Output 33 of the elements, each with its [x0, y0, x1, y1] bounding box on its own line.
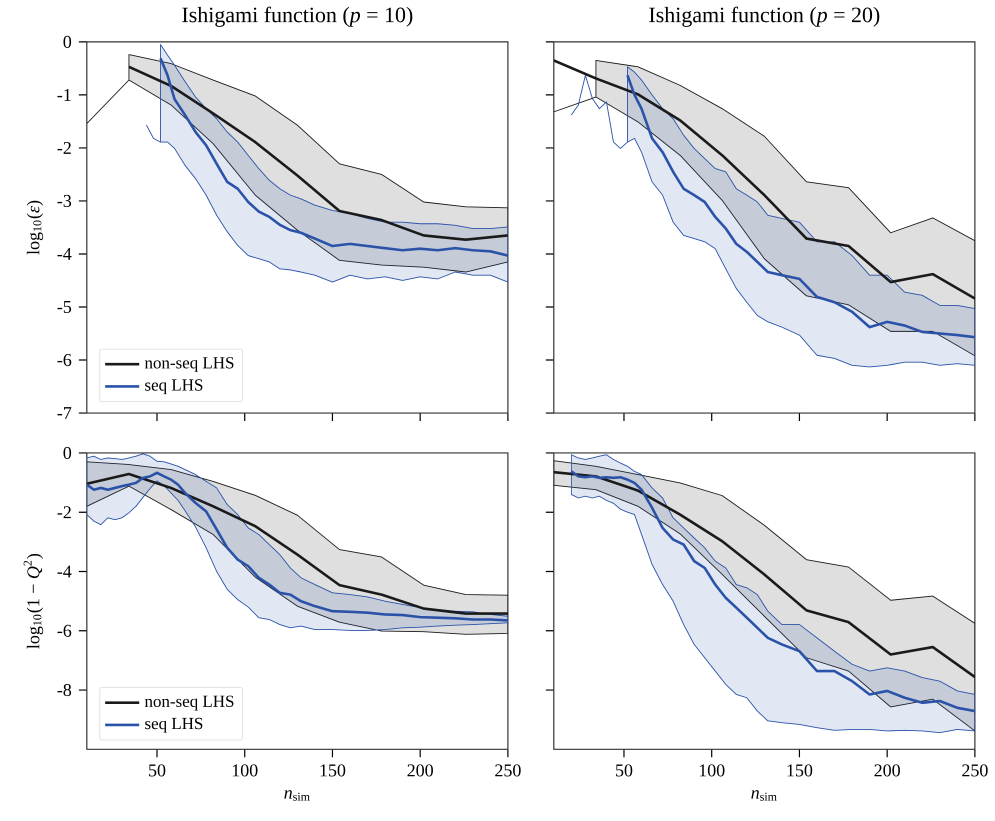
- y-tick-label: 0: [63, 446, 72, 459]
- x-tick-label: 200: [874, 764, 900, 776]
- y-tick-label: 0: [63, 36, 72, 48]
- x-tick-label: 100: [700, 764, 724, 776]
- x-tick-label: 250: [962, 764, 988, 776]
- y-tick-label: -3: [57, 194, 72, 207]
- y-tick-label: -6: [57, 354, 72, 366]
- y-tick-label: -8: [57, 684, 72, 696]
- y-tick-label: -5: [57, 300, 72, 313]
- y-tick-label: -2: [57, 506, 71, 518]
- y-tick-label: -2: [57, 142, 71, 154]
- y-tick-label: -4: [57, 566, 72, 578]
- y-tick-label: -4: [57, 248, 72, 260]
- x-axis-title: n$_{sim}$: [284, 790, 310, 801]
- y-axis-title: log$_{10}$(ε): [26, 200, 44, 255]
- x-tick-label: 50: [149, 764, 166, 776]
- x-tick-label: 200: [407, 764, 433, 776]
- x-axis-title: n$_{sim}$: [751, 790, 777, 801]
- x-tick-label: 250: [495, 764, 521, 776]
- legend-label: non-seq LHS: [144, 357, 234, 372]
- x-tick-label: 50: [616, 764, 632, 776]
- legend-label: seq LHS: [145, 718, 202, 733]
- y-tick-label: -7: [57, 407, 72, 419]
- legend-label: non-seq LHS: [144, 696, 234, 710]
- chart-title: Ishigami function (p = 20): [649, 6, 880, 27]
- y-axis-title: log$_{10}$(1 − Q$^{2}$): [24, 554, 44, 649]
- x-tick-label: 150: [788, 764, 812, 776]
- legend-label: seq LHS: [145, 379, 202, 394]
- x-tick-label: 100: [232, 764, 258, 776]
- x-tick-label: 150: [320, 764, 346, 776]
- y-tick-label: -1: [57, 88, 71, 101]
- chart-title: Ishigami function (p = 10): [182, 6, 412, 27]
- y-tick-label: -6: [57, 624, 72, 637]
